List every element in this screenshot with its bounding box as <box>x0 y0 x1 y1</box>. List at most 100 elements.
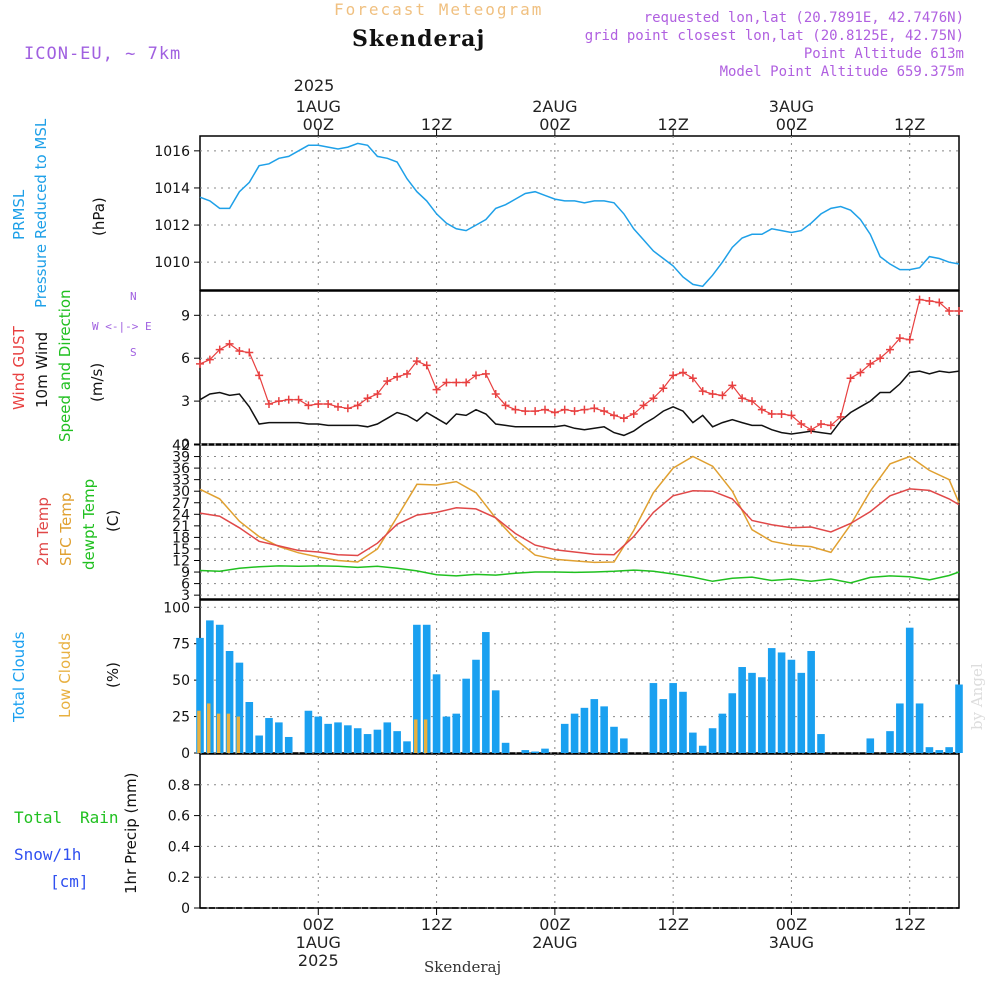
total-cloud-bar <box>363 734 372 753</box>
total-cloud-bar <box>787 659 796 753</box>
y-tick-label: 3 <box>181 588 190 604</box>
y-tick-label: 24 <box>172 507 190 523</box>
top-time-label: 2AUG <box>532 97 577 116</box>
gust-marker <box>895 334 904 343</box>
total-cloud-bar <box>215 624 224 753</box>
top-time-label: 00Z <box>776 115 807 134</box>
gust-marker <box>580 405 589 414</box>
total-cloud-bar <box>649 683 658 753</box>
total-cloud-bar <box>225 651 234 753</box>
gust-marker <box>826 421 835 430</box>
compass-s: S <box>130 346 137 359</box>
gust-marker <box>718 391 727 400</box>
bottom-time-label: 3AUG <box>769 933 814 952</box>
y-tick-label: 1014 <box>154 181 190 197</box>
gust-marker <box>196 359 204 368</box>
low-cloud-bar <box>216 713 221 753</box>
total-cloud-bar <box>413 624 421 753</box>
low-cloud-bar <box>236 716 241 753</box>
y-tick-label: 0.6 <box>168 809 190 825</box>
total-cloud-bar <box>728 693 737 753</box>
gust-marker <box>481 369 490 378</box>
bottom-time-label: 1AUG <box>296 933 341 952</box>
gust-marker <box>797 419 806 428</box>
clouds-panel <box>199 599 960 754</box>
y-tick-label: 100 <box>163 600 190 616</box>
total-cloud-bar <box>580 707 589 753</box>
gust-marker <box>324 399 333 408</box>
compass-we: W <-|-> E <box>92 320 152 333</box>
low-cloud-bar <box>423 719 428 753</box>
y-tick-label: 36 <box>172 461 190 477</box>
gust-marker <box>284 395 293 404</box>
gust-marker <box>235 347 244 356</box>
gust-marker <box>521 407 530 416</box>
gust-marker <box>679 368 687 377</box>
total-cloud-bar <box>905 627 914 753</box>
total-cloud-bar <box>245 702 254 753</box>
gust-marker <box>807 425 816 434</box>
y-tick-label: 0.8 <box>168 778 190 794</box>
gust-marker <box>639 401 648 410</box>
y-tick-label: 33 <box>172 473 190 489</box>
total-cloud-bar <box>955 684 963 753</box>
wind-panel <box>199 290 960 445</box>
top-year: 2025 <box>293 76 335 95</box>
precip-label-cm: [cm] <box>50 872 89 891</box>
total-cloud-bar <box>659 699 668 753</box>
y-tick-label: 25 <box>172 710 190 726</box>
total-cloud-bar <box>925 747 934 753</box>
y-tick-label: 50 <box>172 673 190 689</box>
bottom-time-label: 2AUG <box>532 933 577 952</box>
total-cloud-bar <box>708 728 717 753</box>
model-label: ICON-EU, ~ 7km <box>24 44 182 64</box>
total-cloud-bar <box>265 718 273 753</box>
location-title: Skenderaj <box>352 26 486 52</box>
y-tick-label: 18 <box>172 530 190 546</box>
total-cloud-bar <box>807 651 815 753</box>
gust-marker <box>570 407 579 416</box>
model-altitude: Model Point Altitude 659.375m <box>719 64 964 80</box>
total-cloud-bar <box>560 723 569 753</box>
top-time-label: 12Z <box>894 115 925 134</box>
gust-marker <box>866 359 875 368</box>
temp-2m-line <box>199 488 960 557</box>
bottom-time-label: 00Z <box>303 915 334 934</box>
dewpoint-line <box>199 565 960 584</box>
bottom-time-label: 12Z <box>421 915 452 934</box>
total-cloud-bar <box>334 722 342 753</box>
y-tick-label: 27 <box>172 496 190 512</box>
total-cloud-bar <box>462 678 470 753</box>
y-tick-label: 12 <box>172 554 190 570</box>
total-cloud-bar <box>422 624 431 753</box>
gust-marker <box>274 397 283 406</box>
top-time-label: 12Z <box>421 115 452 134</box>
gust-marker <box>915 295 924 304</box>
footer-location: Skenderaj <box>424 958 502 976</box>
gust-marker <box>757 405 766 414</box>
gust-marker <box>649 394 658 403</box>
low-cloud-bar <box>207 703 211 753</box>
y-tick-label: 0 <box>181 746 190 762</box>
gust-marker <box>659 384 668 393</box>
gust-marker <box>610 411 618 420</box>
total-cloud-bar <box>698 745 707 753</box>
gust-marker <box>767 409 776 418</box>
total-cloud-bar <box>255 735 263 753</box>
bottom-time-label: 12Z <box>894 915 925 934</box>
total-cloud-bar <box>600 706 608 753</box>
total-cloud-bar <box>501 742 510 753</box>
precip-panel <box>199 753 960 909</box>
total-cloud-bar <box>669 683 677 753</box>
total-cloud-bar <box>738 667 746 753</box>
wind-gust-line <box>199 298 959 431</box>
gust-marker <box>905 335 914 344</box>
gridpoint-coords: grid point closest lon,lat (20.8125E, 42… <box>584 28 964 44</box>
bottom-time-label: 00Z <box>776 915 807 934</box>
y-tick-label: 15 <box>172 542 190 558</box>
gust-marker <box>373 389 382 398</box>
gust-marker <box>955 307 963 316</box>
gust-marker <box>255 371 264 380</box>
gust-marker <box>787 411 796 420</box>
